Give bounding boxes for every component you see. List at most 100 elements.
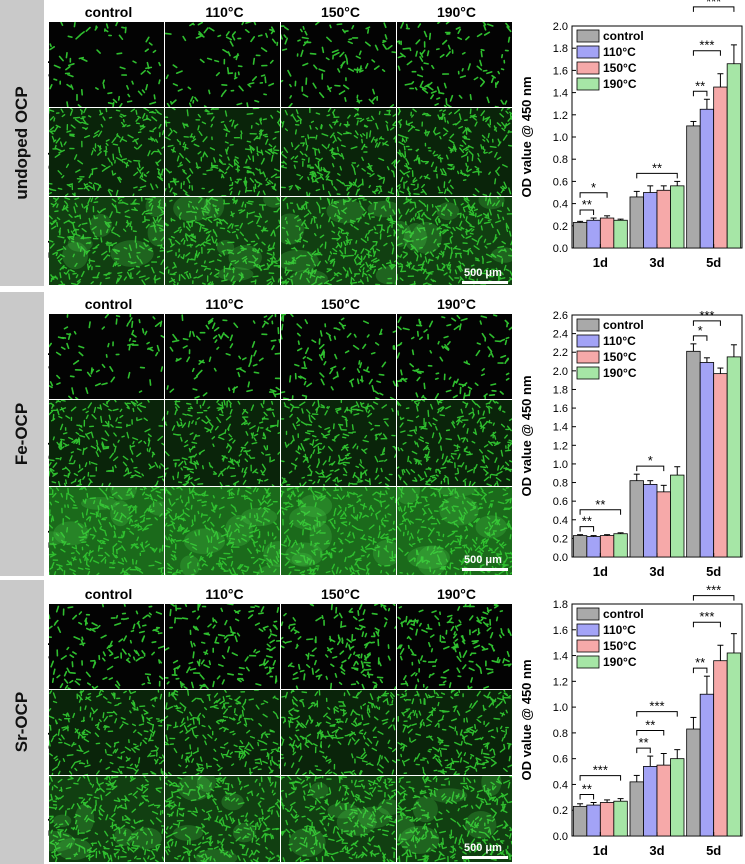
y-tick-label: 1.6 [553, 65, 568, 77]
micrograph [165, 690, 280, 775]
micrograph [281, 314, 396, 399]
micrograph-texture [281, 22, 396, 107]
significance-label: * [648, 453, 653, 468]
legend-label: control [603, 29, 644, 43]
significance-bracket [636, 465, 665, 472]
significance-label: ** [695, 78, 705, 93]
bar [670, 758, 685, 837]
legend-swatch [576, 318, 600, 332]
micrograph [281, 487, 396, 575]
od-chart-undoped: 0.0 0.2 0.4 0.6 0.8 1.0 1.2 1.4 1.6 1.8 2.0 OD valu… [517, 0, 745, 290]
y-tick-label: 2.0 [553, 366, 568, 378]
significance-label: *** [706, 583, 721, 598]
y-tick-label: 1.8 [553, 43, 568, 55]
panel-band-fe: Fe-OCP [0, 292, 44, 576]
legend-swatch [576, 655, 600, 669]
bar [613, 800, 628, 837]
bar [629, 781, 644, 837]
bar [629, 480, 644, 558]
significance-bracket [692, 335, 708, 341]
significance-label: ** [652, 160, 662, 175]
significance-label: ** [582, 514, 592, 529]
col-label-control: control [84, 296, 133, 312]
micrograph-texture [281, 690, 396, 775]
od-chart-svg-undoped: 0.0 0.2 0.4 0.6 0.8 1.0 1.2 1.4 1.6 1.8 2.0 OD valu… [519, 0, 743, 270]
micrograph [397, 690, 512, 775]
significance-label: ** [582, 197, 592, 212]
micrograph [397, 108, 512, 196]
bar [643, 765, 658, 837]
bar [572, 222, 588, 249]
y-tick-label: 0.0 [553, 831, 568, 843]
bar [656, 764, 671, 837]
micrograph-texture [165, 776, 280, 862]
micrograph-texture [165, 487, 280, 575]
micrograph-texture [397, 400, 512, 486]
scale-bar-label: 500 μm [464, 267, 502, 279]
y-axis-label: OD value @ 450 nm [519, 76, 534, 197]
significance-bracket [579, 775, 622, 781]
micrograph [281, 22, 396, 107]
legend-label: 110°C [603, 334, 636, 348]
micrograph-texture [49, 22, 161, 107]
micrograph-texture [166, 314, 280, 399]
micrograph [165, 22, 280, 107]
bar [713, 86, 728, 249]
micrograph [49, 400, 164, 486]
scale-bar-label: 500 μm [464, 554, 502, 566]
micrograph-texture [49, 690, 164, 775]
legend-label: 110°C [603, 45, 636, 59]
significance-label: *** [593, 763, 608, 778]
y-tick-label: 1.4 [553, 651, 568, 663]
significance-label: ** [645, 718, 655, 733]
bar [599, 217, 615, 249]
micrograph-texture [397, 487, 512, 575]
col-label-110: 110°C [205, 586, 244, 602]
col-label-control: control [84, 4, 133, 20]
micrograph [49, 314, 164, 399]
y-tick-label: 1.2 [553, 110, 568, 122]
y-tick-label: 0.6 [553, 176, 568, 188]
micrograph-texture [281, 487, 396, 575]
micrograph-texture [165, 108, 280, 196]
significance-bracket [692, 90, 708, 97]
y-tick-label: 1.2 [553, 440, 568, 452]
col-label-110: 110°C [205, 4, 244, 20]
micrograph-texture [49, 314, 164, 399]
col-label-190: 190°C [436, 586, 477, 602]
panel-label-sr: Sr-OCP [12, 691, 31, 753]
micrograph-texture [281, 108, 396, 196]
micrograph [165, 776, 280, 862]
micrograph [397, 776, 512, 862]
significance-label: * [591, 180, 596, 195]
x-tick-label: 1d [593, 843, 608, 858]
bar [699, 362, 715, 558]
legend-label: control [603, 318, 644, 332]
micrograph-texture [165, 22, 279, 107]
micrograph-texture [49, 400, 164, 486]
x-tick-label: 3d [649, 843, 664, 858]
y-tick-label: 2.6 [553, 310, 568, 322]
y-axis-label: OD value @ 450 nm [519, 659, 534, 780]
y-tick-label: 1.2 [553, 676, 568, 688]
od-chart-sr: 0.0 0.2 0.4 0.6 0.8 1.0 1.2 1.4 1.6 1.8 OD value @… [517, 580, 745, 864]
col-label-190: 190°C [436, 296, 477, 312]
y-tick-label: 0.6 [553, 496, 568, 508]
micrograph-grid-fe: control 110°C 150°C 190°C 1 day 3 days 5… [44, 292, 514, 576]
micrograph [165, 604, 280, 689]
significance-bracket [636, 172, 678, 179]
significance-bracket [579, 793, 595, 800]
y-tick-label: 0.2 [553, 221, 568, 233]
legend-label: 190°C [603, 366, 637, 380]
bar [726, 356, 742, 558]
micrograph [49, 108, 164, 196]
legend-label: control [603, 607, 644, 621]
legend-label: 150°C [603, 61, 637, 75]
micrograph-texture [397, 604, 512, 689]
micrograph [165, 108, 280, 196]
micrograph [397, 400, 512, 486]
y-tick-label: 0.4 [553, 199, 568, 211]
y-tick-label: 1.0 [553, 132, 568, 144]
y-tick-label: 0.0 [553, 552, 568, 564]
panel-label-undoped: undoped OCP [12, 86, 31, 200]
